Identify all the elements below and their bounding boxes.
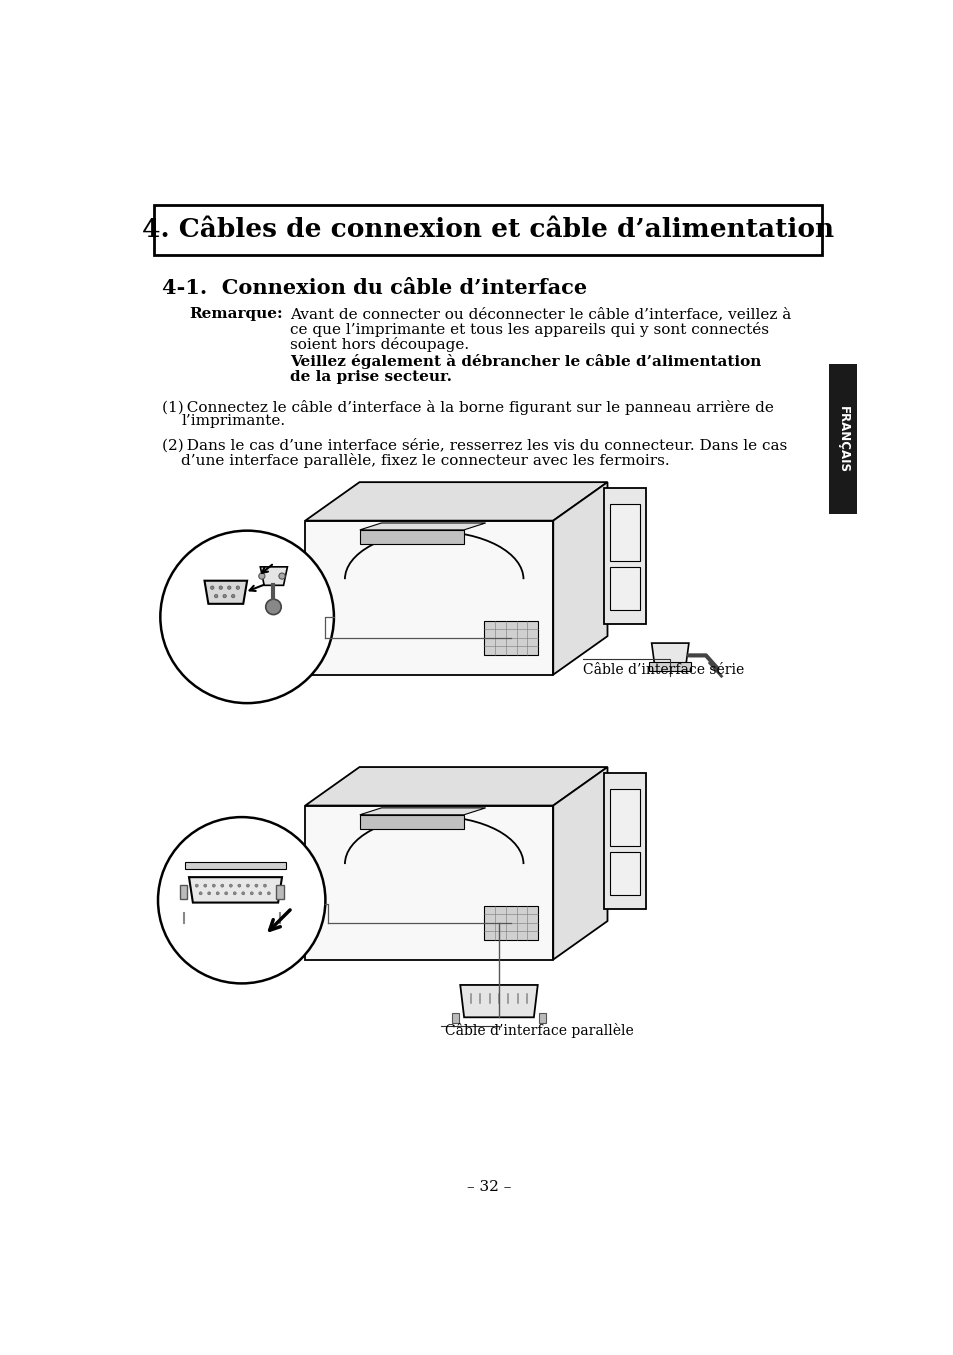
Circle shape	[266, 599, 281, 615]
Circle shape	[212, 883, 215, 888]
Polygon shape	[609, 504, 639, 561]
Circle shape	[224, 892, 228, 894]
Circle shape	[250, 892, 253, 894]
Bar	[452, 1012, 458, 1023]
Circle shape	[195, 883, 198, 888]
Circle shape	[229, 883, 233, 888]
Circle shape	[258, 573, 265, 579]
Polygon shape	[305, 806, 553, 959]
Circle shape	[219, 585, 222, 589]
Circle shape	[241, 892, 245, 894]
Circle shape	[208, 892, 211, 894]
Circle shape	[211, 585, 213, 589]
Circle shape	[214, 595, 217, 598]
Text: Câble d’interface série: Câble d’interface série	[582, 663, 743, 678]
Text: FRANÇAIS: FRANÇAIS	[836, 406, 849, 473]
Circle shape	[267, 892, 270, 894]
Polygon shape	[305, 482, 607, 520]
Circle shape	[216, 892, 219, 894]
Circle shape	[254, 883, 257, 888]
Polygon shape	[609, 852, 639, 896]
Circle shape	[237, 883, 241, 888]
Polygon shape	[359, 814, 463, 829]
Polygon shape	[651, 644, 688, 667]
Text: (1) Connectez le câble d’interface à la borne figurant sur le panneau arrière de: (1) Connectez le câble d’interface à la …	[162, 400, 773, 415]
Circle shape	[199, 892, 202, 894]
Polygon shape	[359, 808, 485, 814]
Bar	[185, 862, 286, 870]
Circle shape	[223, 595, 226, 598]
Polygon shape	[483, 905, 537, 939]
Bar	[538, 1012, 545, 1023]
Circle shape	[233, 892, 236, 894]
Polygon shape	[553, 482, 607, 675]
Circle shape	[220, 883, 224, 888]
FancyBboxPatch shape	[154, 205, 821, 255]
Polygon shape	[603, 774, 645, 909]
Text: soient hors découpage.: soient hors découpage.	[290, 336, 468, 351]
Text: l’imprimante.: l’imprimante.	[181, 415, 285, 428]
Text: d’une interface parallèle, fixez le connecteur avec les fermoirs.: d’une interface parallèle, fixez le conn…	[181, 453, 669, 467]
Polygon shape	[305, 520, 553, 675]
Circle shape	[246, 883, 249, 888]
Polygon shape	[603, 488, 645, 623]
Text: Remarque:: Remarque:	[189, 308, 282, 321]
Circle shape	[204, 883, 207, 888]
Circle shape	[160, 531, 334, 703]
Polygon shape	[359, 530, 463, 543]
Text: Avant de connecter ou déconnecter le câble d’interface, veillez à: Avant de connecter ou déconnecter le câb…	[290, 308, 790, 321]
Text: 4-1.  Connexion du câble d’interface: 4-1. Connexion du câble d’interface	[162, 278, 586, 298]
Polygon shape	[260, 566, 287, 585]
Polygon shape	[609, 566, 639, 610]
Bar	[275, 885, 283, 898]
Polygon shape	[359, 523, 485, 530]
Text: ce que l’imprimante et tous les appareils qui y sont connectés: ce que l’imprimante et tous les appareil…	[290, 322, 768, 337]
Polygon shape	[305, 767, 607, 806]
Circle shape	[263, 883, 266, 888]
Text: – 32 –: – 32 –	[466, 1180, 511, 1194]
Text: 4. Câbles de connexion et câble d’alimentation: 4. Câbles de connexion et câble d’alimen…	[142, 217, 833, 243]
Polygon shape	[204, 581, 247, 604]
Polygon shape	[459, 985, 537, 1018]
Circle shape	[258, 892, 261, 894]
Bar	[179, 885, 187, 898]
Text: Câble d’interface parallèle: Câble d’interface parallèle	[444, 1023, 633, 1038]
Text: (2) Dans le cas d’une interface série, resserrez les vis du connecteur. Dans le : (2) Dans le cas d’une interface série, r…	[162, 438, 786, 453]
Polygon shape	[189, 877, 282, 902]
Circle shape	[236, 585, 239, 589]
Text: Veillez également à débrancher le câble d’alimentation: Veillez également à débrancher le câble …	[290, 354, 760, 370]
Circle shape	[228, 585, 231, 589]
Circle shape	[158, 817, 325, 984]
Polygon shape	[553, 767, 607, 959]
Bar	[828, 364, 856, 515]
Polygon shape	[483, 621, 537, 654]
Text: de la prise secteur.: de la prise secteur.	[290, 370, 452, 385]
Circle shape	[278, 573, 285, 579]
Circle shape	[232, 595, 234, 598]
Polygon shape	[609, 789, 639, 846]
Bar	[649, 661, 691, 671]
